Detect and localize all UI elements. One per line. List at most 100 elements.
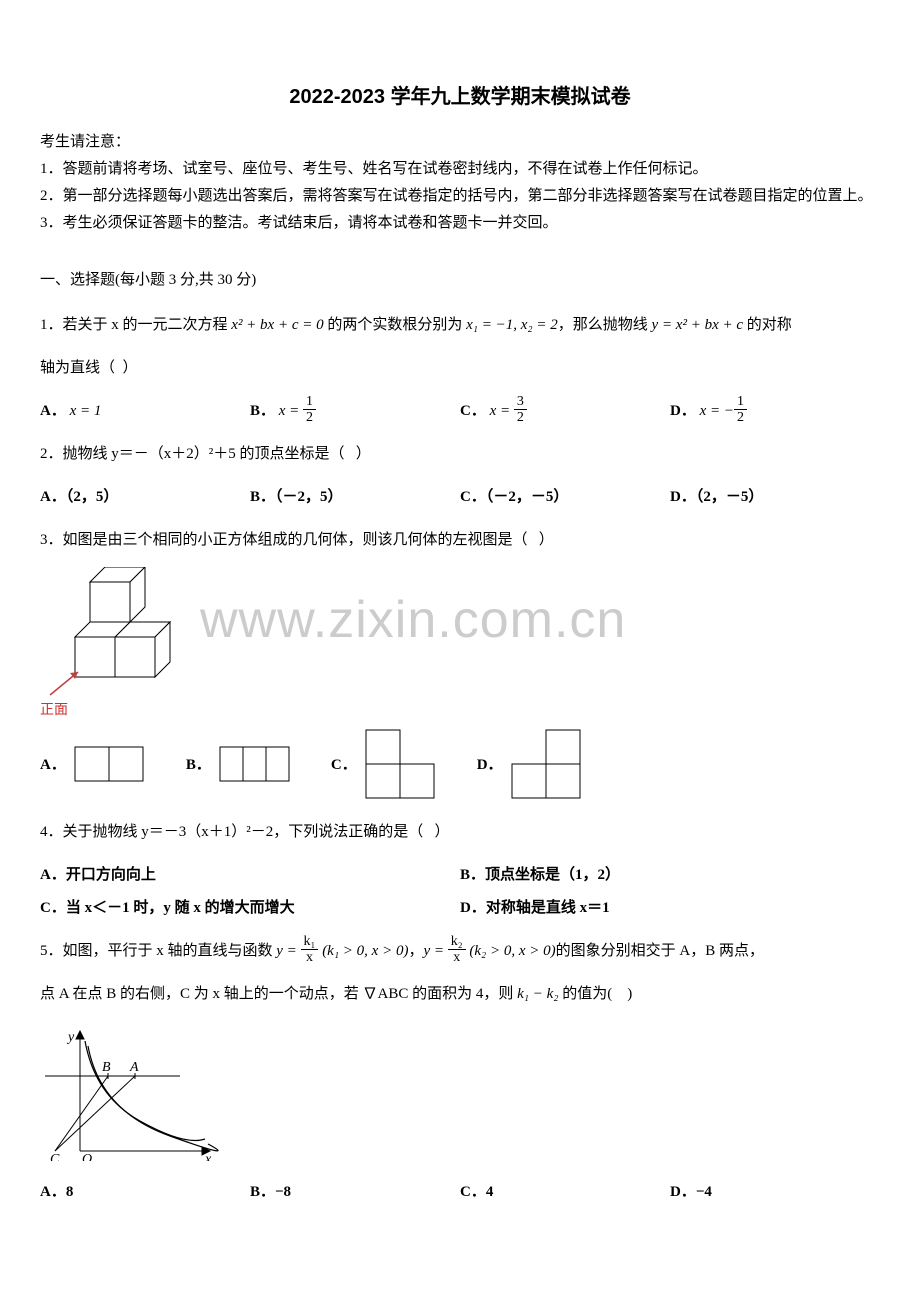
q1-optC-den: 2 bbox=[514, 410, 527, 425]
q2-options: A．（2，5） B．（－2，5） C．（－2，－5） D．（2，－5） bbox=[40, 481, 880, 514]
q2-optC-text: C．（－2，－5） bbox=[460, 489, 568, 505]
hyperbola-graph-icon: B A y x O C bbox=[40, 1021, 220, 1161]
cube-geometry-icon bbox=[40, 567, 190, 697]
q5-fn1-cond: (k₁ > 0, x > 0) bbox=[322, 943, 408, 959]
question-1: 1．若关于 x 的一元二次方程 x² + bx + c = 0 的两个实数根分别… bbox=[40, 309, 880, 342]
q5-fn2-cond: (k₂ > 0, x > 0) bbox=[469, 943, 555, 959]
q4-options: A．开口方向向上 B．顶点坐标是（1，2） C．当 x＜－1 时，y 随 x 的… bbox=[40, 859, 880, 925]
q3-options: A． B． C． D． bbox=[40, 729, 880, 801]
q4-option-d: D．对称轴是直线 x＝1 bbox=[460, 892, 880, 925]
q3-optC-label: C． bbox=[331, 754, 357, 777]
q3-option-a: A． bbox=[40, 746, 146, 784]
q3-figure: 正面 bbox=[40, 567, 880, 719]
q1-optC-pre: x = bbox=[490, 403, 514, 419]
q5-figure: B A y x O C bbox=[40, 1021, 880, 1166]
q1-line2: 轴为直线（ ） bbox=[40, 352, 880, 385]
q1-text-mid2: ，那么抛物线 bbox=[558, 317, 652, 333]
page-title: 2022-2023 学年九上数学期末模拟试卷 bbox=[40, 80, 880, 109]
q1-optB-pre: x = bbox=[279, 403, 303, 419]
q2-option-a: A．（2，5） bbox=[40, 481, 250, 514]
q5-line2: 点 A 在点 B 的右侧，C 为 x 轴上的一个动点，若 ∇ABC 的面积为 4… bbox=[40, 978, 880, 1011]
q5-optA-text: A．8 bbox=[40, 1184, 73, 1200]
q5-optB-text: B．−8 bbox=[250, 1184, 291, 1200]
q2-optA-text: A．（2，5） bbox=[40, 489, 118, 505]
instructions-header: 考生请注意： bbox=[40, 129, 880, 156]
q4-optC-text: C．当 x＜－1 时，y 随 x 的增大而增大 bbox=[40, 900, 295, 916]
q1-options: A． x = 1 B． x = 12 C． x = 32 D． x = −12 bbox=[40, 395, 880, 428]
q5-text-post1: 的图象分别相交于 A，B 两点， bbox=[556, 943, 764, 959]
instruction-line-3: 3．考生必须保证答题卡的整洁。考试结束后，请将本试卷和答题卡一并交回。 bbox=[40, 210, 880, 237]
question-5: 5．如图，平行于 x 轴的直线与函数 y = k₁x (k₁ > 0, x > … bbox=[40, 935, 880, 968]
svg-text:C: C bbox=[50, 1152, 60, 1161]
q5-fn1-den: x bbox=[301, 950, 319, 965]
q3-optC-icon bbox=[365, 729, 437, 801]
q2-optB-text: B．（－2，5） bbox=[250, 489, 343, 505]
svg-text:y: y bbox=[66, 1030, 75, 1045]
question-3: 3．如图是由三个相同的小正方体组成的几何体，则该几何体的左视图是（ ） bbox=[40, 524, 880, 557]
q5-fn2-pre: y = bbox=[423, 943, 447, 959]
q1-optD-num: 1 bbox=[734, 394, 747, 410]
q4-optD-text: D．对称轴是直线 x＝1 bbox=[460, 900, 610, 916]
q5-line2-post: 的值为( ) bbox=[559, 986, 633, 1002]
instructions-block: 考生请注意： 1．答题前请将考场、试室号、座位号、考生号、姓名写在试卷密封线内，… bbox=[40, 129, 880, 237]
q2-optD-text: D．（2，－5） bbox=[670, 489, 763, 505]
q5-fn2-num: k₂ bbox=[448, 934, 466, 950]
q2-option-c: C．（－2，－5） bbox=[460, 481, 670, 514]
q5-fn1-pre: y = bbox=[276, 943, 300, 959]
q1-optC-label: C． bbox=[460, 403, 486, 419]
q1-text-pre: 1．若关于 x 的一元二次方程 bbox=[40, 317, 231, 333]
q1-optB-label: B． bbox=[250, 403, 275, 419]
q5-option-c: C．4 bbox=[460, 1176, 670, 1209]
q5-fn1-num: k₁ bbox=[301, 934, 319, 950]
q3-optB-icon bbox=[219, 746, 291, 784]
q5-line2-pre: 点 A 在点 B 的右侧，C 为 x 轴上的一个动点，若 ∇ABC 的面积为 4… bbox=[40, 986, 517, 1002]
question-2: 2．抛物线 y＝－（x＋2）²＋5 的顶点坐标是（ ） bbox=[40, 438, 880, 471]
q1-option-c: C． x = 32 bbox=[460, 395, 670, 428]
q3-front-label: 正面 bbox=[40, 699, 880, 719]
svg-text:B: B bbox=[102, 1060, 111, 1075]
q3-optB-label: B． bbox=[186, 754, 211, 777]
q3-option-c: C． bbox=[331, 729, 437, 801]
q1-text-mid: 的两个实数根分别为 bbox=[324, 317, 467, 333]
q3-optA-icon bbox=[74, 746, 146, 784]
q2-option-b: B．（－2，5） bbox=[250, 481, 460, 514]
q1-optC-num: 3 bbox=[514, 394, 527, 410]
q1-optA: x = 1 bbox=[70, 403, 102, 419]
q5-optC-text: C．4 bbox=[460, 1184, 493, 1200]
q4-optA-text: A．开口方向向上 bbox=[40, 867, 156, 883]
q1-optD-den: 2 bbox=[734, 410, 747, 425]
q4-option-a: A．开口方向向上 bbox=[40, 859, 460, 892]
q5-diff: k₁ − k₂ bbox=[517, 986, 558, 1002]
q5-fn2-den: x bbox=[448, 950, 466, 965]
q1-eq1-a: x bbox=[231, 317, 238, 333]
q3-optD-icon bbox=[511, 729, 583, 801]
q1-option-d: D． x = −12 bbox=[670, 395, 880, 428]
q5-option-d: D．−4 bbox=[670, 1176, 880, 1209]
q4-option-b: B．顶点坐标是（1，2） bbox=[460, 859, 880, 892]
q1-optB-den: 2 bbox=[303, 410, 316, 425]
q3-optA-label: A． bbox=[40, 754, 66, 777]
section-1-header: 一、选择题(每小题 3 分,共 30 分) bbox=[40, 267, 880, 294]
q1-eq2: y = x² + bx + c bbox=[652, 317, 744, 333]
svg-text:O: O bbox=[82, 1152, 92, 1161]
q1-eq1-b: ² + bx + c = 0 bbox=[238, 317, 324, 333]
q5-text-pre: 5．如图，平行于 x 轴的直线与函数 bbox=[40, 943, 276, 959]
q5-optD-text: D．−4 bbox=[670, 1184, 712, 1200]
q4-option-c: C．当 x＜－1 时，y 随 x 的增大而增大 bbox=[40, 892, 460, 925]
q5-option-a: A．8 bbox=[40, 1176, 250, 1209]
q1-optD-label: D． bbox=[670, 403, 696, 419]
q4-optB-text: B．顶点坐标是（1，2） bbox=[460, 867, 620, 883]
q1-optB-num: 1 bbox=[303, 394, 316, 410]
instruction-line-1: 1．答题前请将考场、试室号、座位号、考生号、姓名写在试卷密封线内，不得在试卷上作… bbox=[40, 156, 880, 183]
q1-text-post: 的对称 bbox=[743, 317, 792, 333]
question-4: 4．关于抛物线 y＝－3（x＋1）²－2，下列说法正确的是（ ） bbox=[40, 816, 880, 849]
q3-option-d: D． bbox=[477, 729, 583, 801]
instruction-line-2: 2．第一部分选择题每小题选出答案后，需将答案写在试卷指定的括号内，第二部分非选择… bbox=[40, 183, 880, 210]
q5-option-b: B．−8 bbox=[250, 1176, 460, 1209]
svg-text:A: A bbox=[129, 1060, 139, 1075]
svg-text:x: x bbox=[204, 1152, 212, 1161]
q5-text-mid1: ， bbox=[408, 943, 423, 959]
q3-optD-label: D． bbox=[477, 754, 503, 777]
q2-option-d: D．（2，－5） bbox=[670, 481, 880, 514]
q1-option-b: B． x = 12 bbox=[250, 395, 460, 428]
